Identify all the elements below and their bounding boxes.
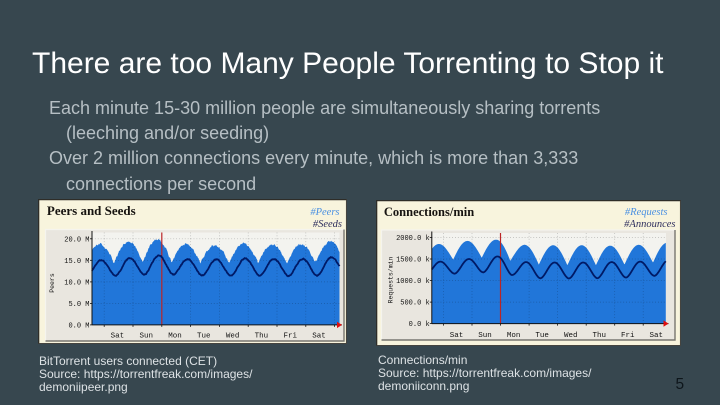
svg-text:#Announces: #Announces (624, 219, 675, 230)
svg-text:Thu: Thu (592, 332, 606, 340)
svg-text:0.0 M: 0.0 M (68, 323, 89, 331)
svg-text:1000.0 k: 1000.0 k (396, 278, 430, 286)
svg-text:Requests/min: Requests/min (388, 256, 395, 303)
svg-text:Mon: Mon (507, 332, 521, 340)
svg-text:Peers: Peers (48, 273, 55, 293)
svg-text:500.0 k: 500.0 k (400, 300, 429, 308)
svg-text:Wed: Wed (225, 332, 239, 340)
svg-text:#Seeds: #Seeds (312, 219, 341, 230)
svg-text:Mon: Mon (168, 332, 182, 340)
svg-text:Peers and Seeds: Peers and Seeds (46, 203, 135, 218)
svg-text:Sun: Sun (139, 332, 153, 340)
svg-text:#Requests: #Requests (625, 207, 668, 218)
svg-text:Sat: Sat (110, 332, 124, 340)
svg-text:Sat: Sat (312, 332, 326, 340)
svg-text:Sat: Sat (650, 332, 664, 340)
svg-text:Sat: Sat (450, 332, 464, 340)
svg-text:1500.0 k: 1500.0 k (396, 257, 430, 265)
svg-text:5.0 M: 5.0 M (68, 301, 89, 309)
svg-text:Tue: Tue (197, 332, 211, 340)
svg-text:15.0 M: 15.0 M (64, 258, 89, 266)
svg-text:Fri: Fri (283, 332, 297, 340)
svg-text:Sun: Sun (478, 332, 492, 340)
svg-text:Connections/min: Connections/min (384, 205, 474, 219)
svg-text:20.0 M: 20.0 M (64, 236, 89, 244)
svg-text:10.0 M: 10.0 M (64, 280, 89, 288)
svg-text:0.0 k: 0.0 k (409, 321, 430, 329)
svg-text:Fri: Fri (621, 332, 635, 340)
svg-text:2000.0 k: 2000.0 k (396, 235, 430, 243)
svg-text:#Peers: #Peers (310, 207, 339, 218)
svg-text:Wed: Wed (564, 332, 578, 340)
svg-text:Tue: Tue (535, 332, 549, 340)
svg-text:Thu: Thu (254, 332, 268, 340)
